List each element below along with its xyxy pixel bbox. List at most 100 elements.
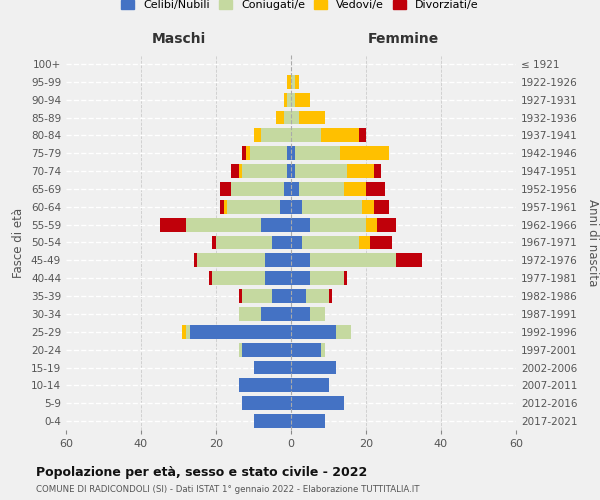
Bar [265, 271, 291, 285]
Legend: Celibi/Nubili, Coniugati/e, Vedovi/e, Divorziati/e: Celibi/Nubili, Coniugati/e, Vedovi/e, Di… [117, 0, 483, 15]
Bar [272, 289, 291, 303]
Bar [280, 200, 291, 214]
Bar [223, 200, 227, 214]
Bar [284, 110, 291, 124]
Bar [343, 182, 366, 196]
Bar [220, 182, 231, 196]
Bar [212, 236, 216, 250]
Bar [291, 200, 302, 214]
Bar [343, 271, 347, 285]
Bar [291, 360, 336, 374]
Bar [250, 146, 287, 160]
Bar [310, 254, 396, 268]
Bar [310, 218, 366, 232]
Bar [321, 128, 359, 142]
Bar [287, 146, 291, 160]
Bar [209, 271, 212, 285]
Bar [299, 182, 343, 196]
Bar [231, 164, 239, 178]
Bar [329, 289, 332, 303]
Bar [190, 325, 291, 339]
Bar [254, 414, 291, 428]
Y-axis label: Fasce di età: Fasce di età [13, 208, 25, 278]
Bar [295, 164, 347, 178]
Bar [212, 271, 265, 285]
Bar [396, 254, 422, 268]
Bar [373, 164, 381, 178]
Bar [242, 396, 291, 410]
Bar [182, 325, 186, 339]
Bar [359, 128, 366, 142]
Bar [291, 414, 325, 428]
Bar [284, 92, 287, 106]
Bar [197, 254, 265, 268]
Bar [310, 307, 325, 321]
Bar [291, 128, 321, 142]
Bar [186, 218, 261, 232]
Y-axis label: Anni di nascita: Anni di nascita [586, 199, 599, 286]
Bar [366, 182, 385, 196]
Bar [291, 110, 299, 124]
Bar [239, 289, 242, 303]
Bar [276, 110, 284, 124]
Bar [291, 146, 295, 160]
Bar [239, 164, 242, 178]
Bar [362, 200, 373, 214]
Bar [302, 236, 359, 250]
Text: Maschi: Maschi [151, 32, 206, 46]
Bar [186, 325, 190, 339]
Bar [295, 75, 299, 89]
Bar [295, 146, 340, 160]
Bar [227, 200, 280, 214]
Bar [216, 236, 272, 250]
Bar [254, 128, 261, 142]
Text: Femmine: Femmine [368, 32, 439, 46]
Bar [261, 218, 291, 232]
Bar [291, 218, 310, 232]
Text: Popolazione per età, sesso e stato civile - 2022: Popolazione per età, sesso e stato civil… [36, 466, 367, 479]
Bar [220, 200, 223, 214]
Bar [291, 378, 329, 392]
Bar [242, 289, 272, 303]
Bar [291, 307, 310, 321]
Bar [193, 254, 197, 268]
Bar [265, 254, 291, 268]
Bar [287, 164, 291, 178]
Bar [373, 200, 389, 214]
Bar [291, 342, 321, 356]
Bar [291, 164, 295, 178]
Bar [287, 92, 291, 106]
Bar [291, 325, 336, 339]
Bar [242, 164, 287, 178]
Bar [291, 182, 299, 196]
Bar [160, 218, 186, 232]
Bar [291, 75, 295, 89]
Text: COMUNE DI RADICONDOLI (SI) - Dati ISTAT 1° gennaio 2022 - Elaborazione TUTTITALI: COMUNE DI RADICONDOLI (SI) - Dati ISTAT … [36, 485, 419, 494]
Bar [347, 164, 373, 178]
Bar [291, 92, 295, 106]
Bar [306, 289, 329, 303]
Bar [246, 146, 250, 160]
Bar [261, 307, 291, 321]
Bar [291, 254, 310, 268]
Bar [291, 289, 306, 303]
Bar [254, 360, 291, 374]
Bar [239, 342, 242, 356]
Bar [287, 75, 291, 89]
Bar [377, 218, 396, 232]
Bar [272, 236, 291, 250]
Bar [366, 218, 377, 232]
Bar [336, 325, 351, 339]
Bar [295, 92, 310, 106]
Bar [242, 146, 246, 160]
Bar [310, 271, 343, 285]
Bar [370, 236, 392, 250]
Bar [291, 271, 310, 285]
Bar [340, 146, 389, 160]
Bar [284, 182, 291, 196]
Bar [231, 182, 284, 196]
Bar [261, 128, 291, 142]
Bar [291, 236, 302, 250]
Bar [299, 110, 325, 124]
Bar [302, 200, 362, 214]
